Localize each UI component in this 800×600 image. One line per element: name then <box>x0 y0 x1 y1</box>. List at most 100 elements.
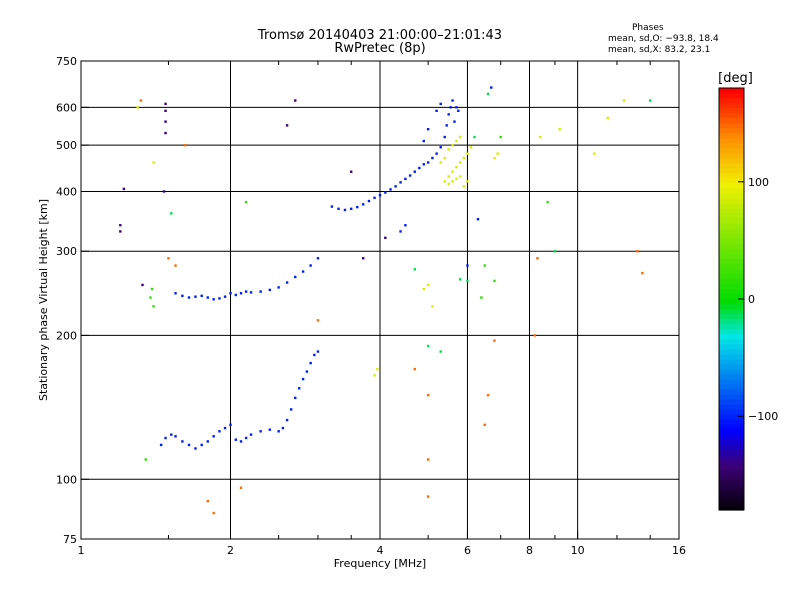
data-point <box>439 161 442 164</box>
colorbar-segment <box>719 409 744 416</box>
data-point <box>443 180 446 183</box>
colorbar-segment <box>719 374 744 380</box>
data-point <box>244 200 248 204</box>
data-point <box>418 166 421 170</box>
colorbar-segment <box>719 439 744 446</box>
data-point <box>533 334 537 337</box>
data-point <box>343 208 347 212</box>
data-point <box>330 205 334 208</box>
colorbar-segment <box>719 454 744 461</box>
colorbar-segment <box>719 188 744 195</box>
data-point <box>636 250 639 253</box>
data-point <box>309 361 312 365</box>
data-point <box>223 295 227 298</box>
colorbar-segment <box>719 344 744 350</box>
data-point <box>301 377 305 381</box>
data-point <box>194 295 197 298</box>
data-point <box>558 127 561 131</box>
y-tick-label: 500 <box>56 139 77 152</box>
data-point <box>451 99 454 102</box>
data-point <box>294 275 297 279</box>
data-point <box>447 175 450 178</box>
colorbar-segment <box>719 283 744 290</box>
chart-title: Tromsø 20140403 21:00:00–21:01:43 <box>257 28 503 43</box>
data-point <box>356 205 359 209</box>
data-point <box>367 199 371 203</box>
data-point <box>469 146 473 149</box>
data-point <box>445 124 448 127</box>
data-point <box>593 152 596 155</box>
data-point <box>244 436 248 440</box>
colorbar-segment <box>719 434 744 441</box>
colorbar-segment <box>719 178 744 185</box>
data-point <box>316 350 320 353</box>
y-tick-label: 400 <box>56 185 77 198</box>
data-point <box>466 279 469 283</box>
colorbar-segment <box>719 98 744 104</box>
data-point <box>413 268 416 271</box>
colorbar-segment <box>719 414 744 421</box>
colorbar-segment <box>719 128 744 134</box>
data-point <box>435 109 438 113</box>
data-point <box>462 156 466 160</box>
data-point <box>483 264 486 267</box>
colorbar-segment <box>719 88 744 94</box>
data-point <box>455 177 458 181</box>
data-point <box>457 109 460 113</box>
data-point <box>164 102 167 106</box>
data-point <box>277 286 280 289</box>
colorbar-segment <box>719 113 744 119</box>
data-point <box>404 224 407 227</box>
data-point <box>259 290 262 293</box>
data-point <box>239 292 243 295</box>
data-point <box>316 257 320 260</box>
data-point <box>285 418 289 422</box>
data-point <box>486 92 490 96</box>
data-point <box>218 430 221 433</box>
data-point <box>473 135 476 139</box>
colorbar-segment <box>719 183 744 190</box>
data-point <box>606 116 609 120</box>
colorbar-segment <box>719 273 744 280</box>
data-point <box>384 236 387 240</box>
colorbar-segment <box>719 238 744 245</box>
data-point <box>439 146 442 149</box>
colorbar-segment <box>719 263 744 270</box>
data-point <box>451 143 454 147</box>
data-point <box>187 296 191 299</box>
data-point <box>408 174 412 177</box>
data-point <box>181 440 184 443</box>
data-point <box>349 207 353 211</box>
data-point <box>200 443 203 447</box>
data-point <box>490 86 493 89</box>
colorbar-label: [deg] <box>718 71 753 86</box>
colorbar-segment <box>719 173 744 180</box>
x-tick-label: 16 <box>672 544 686 557</box>
data-point <box>119 230 122 233</box>
colorbar-segment <box>719 379 744 386</box>
colorbar-segment <box>719 314 744 320</box>
colorbar-segment <box>719 419 744 426</box>
colorbar-segment <box>719 118 744 124</box>
colorbar-segment <box>719 429 744 436</box>
data-point <box>376 367 379 371</box>
data-point <box>305 370 309 373</box>
chart-subtitle: RwPretec (8p) <box>334 41 426 56</box>
colorbar-segment <box>719 213 744 220</box>
data-point <box>546 200 549 204</box>
colorbar-segment <box>719 449 744 456</box>
data-point <box>181 294 184 298</box>
colorbar-segment <box>719 384 744 391</box>
colorbar-segment <box>719 168 744 175</box>
data-point <box>493 156 496 160</box>
colorbar-segment <box>719 479 744 486</box>
colorbar-segment <box>719 258 744 265</box>
colorbar-segment <box>719 474 744 481</box>
data-point <box>466 152 469 155</box>
colorbar-tick-label: −100 <box>748 410 778 423</box>
colorbar-segment <box>719 394 744 401</box>
data-point <box>164 109 167 113</box>
colorbar-segment <box>719 494 744 501</box>
colorbar-segment <box>719 268 744 275</box>
data-point <box>426 495 430 498</box>
